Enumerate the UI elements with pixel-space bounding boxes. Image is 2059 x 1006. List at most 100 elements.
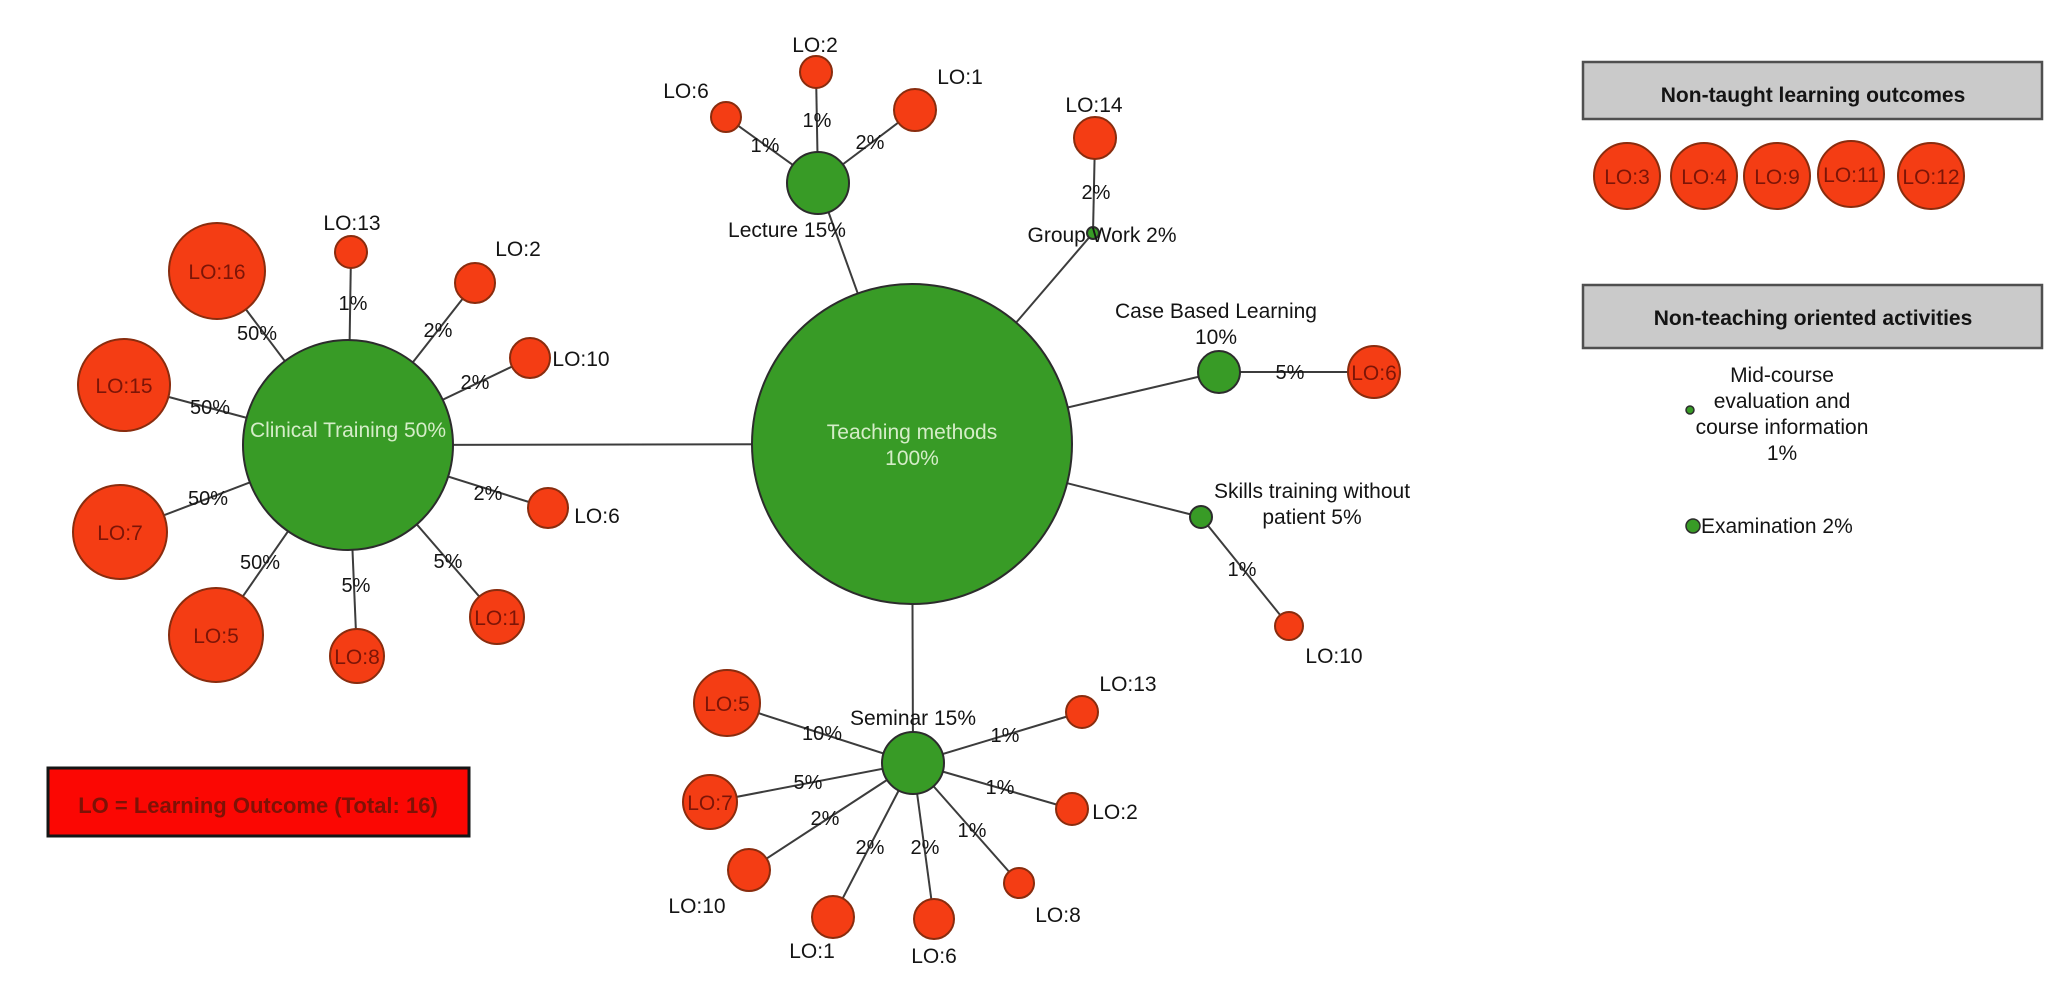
outcome-node-se10: [727, 848, 771, 892]
node-label-se6: LO:6: [911, 945, 957, 968]
node-label-l2: LO:2: [792, 34, 838, 57]
edge-label-lecture-l1: 2%: [856, 132, 885, 154]
node-label-c16: LO:16: [188, 261, 245, 284]
legend-box: [46, 766, 471, 838]
node-label-skills: patient 5%: [1262, 506, 1361, 529]
outcome-node-c6r: [527, 487, 569, 529]
node-label-se8: LO:8: [1035, 904, 1081, 927]
outcome-node-nt3: [1593, 142, 1661, 210]
edge-label-clinical-c6r: 2%: [474, 483, 503, 505]
node-label-c7: LO:7: [97, 522, 143, 545]
method-node-teaching: [751, 283, 1073, 605]
node-label-se2: LO:2: [1092, 801, 1138, 824]
panel-box-0: [1581, 60, 2044, 121]
edge-label-clinical-c2: 2%: [424, 320, 453, 342]
node-label-c8: LO:8: [334, 646, 380, 669]
method-node-lecture: [786, 151, 850, 215]
edge-label-seminar-se8: 1%: [958, 820, 987, 842]
activity-dot-1: [1685, 518, 1701, 534]
outcome-node-se7: [682, 774, 738, 830]
outcome-node-se8: [1003, 867, 1035, 899]
node-label-se13: LO:13: [1099, 673, 1156, 696]
edge-label-clinical-c7: 50%: [188, 488, 228, 510]
node-label-groupwork: Group Work 2%: [1028, 224, 1177, 247]
outcome-node-se1: [811, 895, 855, 939]
edge-label-seminar-se2: 1%: [986, 777, 1015, 799]
outcome-node-c10: [509, 337, 551, 379]
edge-label-skills-s10: 1%: [1228, 559, 1257, 581]
outcome-node-nt12: [1897, 142, 1965, 210]
node-label-c13: LO:13: [323, 212, 380, 235]
node-label-nt12: LO:12: [1902, 166, 1959, 189]
edge-label-seminar-se1: 2%: [856, 837, 885, 859]
outcome-node-s10: [1274, 611, 1304, 641]
activity-label-0: 1%: [1767, 442, 1797, 465]
node-label-g14: LO:14: [1065, 94, 1123, 117]
activity-label-0: course information: [1696, 416, 1869, 439]
panel-box-1: [1581, 283, 2044, 350]
outcome-node-c8: [329, 628, 385, 684]
edge-label-clinical-c8: 5%: [342, 575, 371, 597]
edge-label-clinical-c1: 5%: [434, 551, 463, 573]
outcome-node-se13: [1065, 695, 1099, 729]
outcome-node-se6: [913, 898, 955, 940]
node-label-cbl: 10%: [1195, 326, 1237, 349]
node-label-nt4: LO:4: [1681, 166, 1727, 189]
outcome-node-l2: [799, 55, 833, 89]
node-label-seminar: Seminar 15%: [850, 707, 976, 730]
edge-label-seminar-se7: 5%: [794, 772, 823, 794]
outcome-node-nt9: [1743, 142, 1811, 210]
outcome-node-l6: [710, 101, 742, 133]
outcome-node-cb6: [1347, 345, 1401, 399]
node-label-teaching: 100%: [885, 447, 939, 470]
outcome-node-nt4: [1670, 142, 1738, 210]
node-label-c6r: LO:6: [574, 505, 620, 528]
outcome-node-c2: [454, 262, 496, 304]
method-node-cbl: [1197, 350, 1241, 394]
edge-label-clinical-c16: 50%: [237, 323, 277, 345]
node-label-se5: LO:5: [704, 693, 750, 716]
activity-label-0: evaluation and: [1714, 390, 1851, 413]
edge-label-cbl-cb6: 5%: [1276, 362, 1305, 384]
node-label-c10: LO:10: [552, 348, 609, 371]
outcome-node-se5: [693, 669, 761, 737]
edge-label-seminar-se10: 2%: [811, 808, 840, 830]
node-label-clinical: Clinical Training 50%: [250, 419, 446, 442]
outcome-node-nt11: [1817, 140, 1885, 208]
node-label-skills: Skills training without: [1214, 480, 1410, 503]
outcome-node-c7: [72, 484, 168, 580]
node-label-nt9: LO:9: [1754, 166, 1800, 189]
edge-skills-s10: [1200, 516, 1290, 627]
panel-title-1: Non-teaching oriented activities: [1654, 307, 1973, 330]
edge-label-clinical-c13: 1%: [339, 293, 368, 315]
edge-label-clinical-c15: 50%: [190, 397, 230, 419]
outcome-node-c1: [469, 589, 525, 645]
node-label-se7: LO:7: [687, 792, 733, 815]
method-node-seminar: [881, 731, 945, 795]
activity-label-0: Mid-course: [1730, 364, 1834, 387]
edge-label-seminar-se6: 2%: [911, 837, 940, 859]
edge-seminar-se10: [748, 762, 914, 871]
node-label-nt11: LO:11: [1823, 164, 1879, 187]
activity-label-1: Examination 2%: [1701, 515, 1853, 538]
outcome-node-se2: [1055, 792, 1089, 826]
node-label-se1: LO:1: [789, 940, 835, 963]
method-node-groupwork: [1086, 226, 1100, 240]
outcome-node-l1: [893, 88, 937, 132]
outcome-node-c16: [168, 222, 266, 320]
node-label-teaching: Teaching methods: [827, 421, 997, 444]
edge-label-lecture-l6: 1%: [751, 135, 780, 157]
node-label-cbl: Case Based Learning: [1115, 300, 1317, 323]
node-label-cb6: LO:6: [1351, 362, 1397, 385]
legend-label: LO = Learning Outcome (Total: 16): [78, 793, 438, 818]
node-label-c1: LO:1: [474, 607, 520, 630]
node-label-l1: LO:1: [937, 66, 983, 89]
activity-dot-0: [1685, 405, 1695, 415]
edge-label-seminar-se5: 10%: [802, 723, 842, 745]
panel-title-0: Non-taught learning outcomes: [1661, 84, 1966, 107]
node-label-c5: LO:5: [193, 625, 239, 648]
method-node-clinical: [242, 339, 454, 551]
node-label-l6: LO:6: [663, 80, 709, 103]
